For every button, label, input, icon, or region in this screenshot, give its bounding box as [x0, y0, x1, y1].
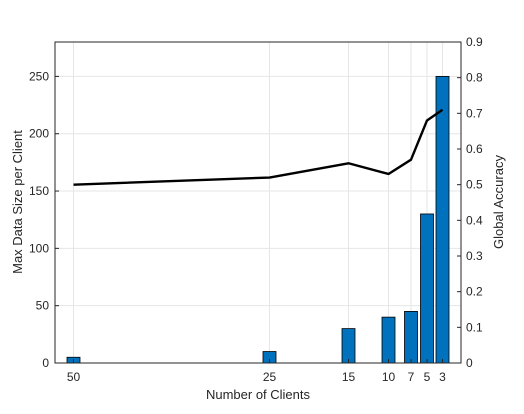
right-tick-label: 0.8: [466, 71, 483, 85]
x-tick-label: 10: [382, 370, 396, 384]
x-tick-label: 15: [342, 370, 356, 384]
bar-10: [381, 316, 396, 364]
plot-frame: [54, 41, 462, 364]
x-tick-label: 50: [67, 370, 81, 384]
left-y-ticks: 0 50 100 150 200 250: [29, 69, 59, 370]
right-tick-label: 0.4: [466, 213, 483, 227]
right-y-ticks: 0 0.1 0.2 0.3 0.4 0.5 0.6 0.7 0.8 0.9: [457, 35, 483, 370]
right-tick-label: 0.5: [466, 178, 483, 192]
right-tick-label: 0.1: [466, 320, 483, 334]
right-tick-label: 0: [466, 356, 473, 370]
x-tick-label: 5: [424, 370, 431, 384]
grid-lines: [55, 42, 461, 364]
left-tick-label: 150: [29, 184, 49, 198]
right-y-axis-label: Global Accuracy: [491, 155, 506, 249]
bar-15: [341, 328, 356, 364]
right-tick-label: 0.2: [466, 285, 483, 299]
x-ticks: 50 25 15 10 7 5 3: [67, 359, 446, 384]
bar-7: [404, 311, 418, 364]
accuracy-line: [73, 108, 444, 186]
left-tick-label: 100: [29, 241, 49, 255]
x-tick-label: 25: [263, 370, 277, 384]
left-tick-label: 0: [42, 356, 49, 370]
right-tick-label: 0.7: [466, 106, 483, 120]
line-series: [73, 108, 444, 186]
x-tick-label: 7: [408, 370, 415, 384]
left-tick-label: 250: [29, 69, 49, 83]
left-tick-label: 200: [29, 127, 49, 141]
right-tick-label: 0.9: [466, 35, 483, 49]
plot-border: [54, 41, 462, 364]
bar-series: [66, 75, 450, 364]
right-tick-label: 0.6: [466, 142, 483, 156]
left-y-axis-label: Max Data Size per Client: [10, 130, 25, 274]
bar-3: [435, 75, 450, 364]
x-axis-label: Number of Clients: [206, 387, 311, 402]
right-tick-label: 0.3: [466, 249, 483, 263]
bar-5: [420, 213, 434, 364]
x-tick-label: 3: [439, 370, 446, 384]
left-tick-label: 50: [36, 299, 50, 313]
